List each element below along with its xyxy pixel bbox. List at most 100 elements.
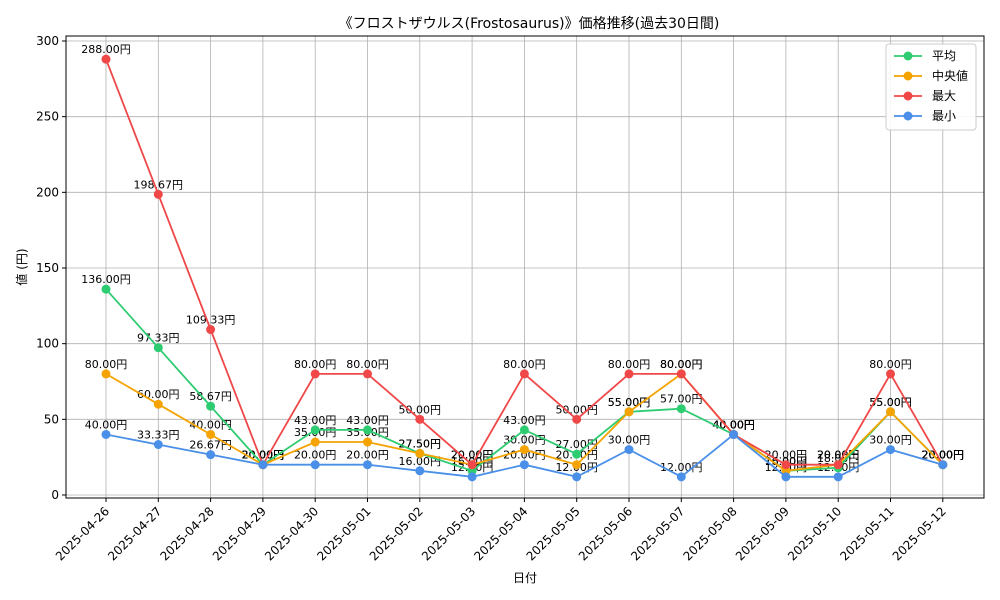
data-point (676, 404, 686, 414)
data-label: 80.00円 (608, 358, 651, 371)
data-label: 20.00円 (817, 449, 860, 462)
data-point (415, 466, 425, 476)
data-point (415, 448, 425, 458)
data-label: 20.00円 (451, 449, 494, 462)
x-tick-label: 2025-05-11 (837, 504, 896, 563)
x-tick-label: 2025-05-03 (419, 504, 478, 563)
data-point (572, 472, 582, 482)
data-point (415, 414, 425, 424)
data-label: 30.00円 (608, 434, 651, 447)
legend-item: 中央値 (894, 68, 968, 83)
data-point (624, 407, 634, 417)
data-point (363, 369, 372, 379)
data-label: 136.00円 (81, 273, 131, 286)
data-label: 50.00円 (399, 403, 442, 416)
data-point (310, 425, 320, 435)
x-tick-label: 2025-05-12 (890, 504, 949, 563)
data-point (206, 325, 216, 335)
data-point (624, 445, 634, 455)
data-point (519, 445, 529, 455)
plot-frame (65, 35, 985, 499)
data-point (572, 414, 582, 424)
data-label: 16.00円 (399, 455, 442, 468)
legend-label: 最大 (932, 89, 956, 103)
data-point (938, 460, 948, 470)
data-label: 43.00円 (503, 414, 546, 427)
data-label: 80.00円 (294, 358, 337, 371)
data-label: 198.67円 (134, 178, 184, 191)
data-point (206, 450, 216, 460)
data-point (519, 425, 529, 435)
data-point (153, 440, 163, 450)
data-point (363, 460, 372, 470)
x-tick-label: 2025-04-29 (210, 504, 269, 563)
x-tick-label: 2025-05-10 (785, 504, 844, 563)
y-tick-label: 200 (36, 185, 59, 199)
data-label: 55.00円 (869, 396, 912, 409)
data-point (572, 449, 582, 459)
legend-swatch-marker (903, 91, 913, 101)
data-label: 43.00円 (294, 414, 337, 427)
data-point (781, 472, 791, 482)
data-label: 20.00円 (922, 449, 965, 462)
data-point (101, 284, 111, 294)
legend-label: 平均 (932, 49, 956, 63)
data-point (519, 460, 529, 470)
legend-swatch-marker (903, 51, 913, 61)
data-point (310, 460, 320, 470)
data-label: 20.00円 (817, 449, 860, 462)
data-label: 55.00円 (608, 396, 651, 409)
data-label: 27.50円 (399, 437, 442, 450)
data-label: 20.00円 (922, 449, 965, 462)
legend-label: 中央値 (932, 68, 968, 83)
data-label: 27.50円 (399, 437, 442, 450)
data-point (153, 399, 163, 409)
data-point (886, 369, 895, 379)
data-label: 20.00円 (922, 449, 965, 462)
data-label: 288.00円 (81, 43, 131, 56)
x-tick-label: 2025-05-07 (628, 504, 687, 563)
data-label: 30.00円 (869, 434, 912, 447)
data-label: 33.33円 (137, 429, 180, 442)
data-label: 80.00円 (503, 358, 546, 371)
series-最小 (101, 429, 948, 482)
x-tick-label: 2025-05-09 (733, 504, 792, 563)
data-point (833, 460, 843, 470)
series-lines (101, 54, 948, 482)
data-label: 80.00円 (660, 358, 703, 371)
legend-swatch-marker (903, 71, 913, 81)
data-point (729, 429, 739, 439)
data-label: 20.00円 (922, 449, 965, 462)
data-label: 12.00円 (660, 461, 703, 474)
data-label: 20.00円 (346, 449, 389, 462)
y-tick-label: 50 (44, 412, 59, 426)
data-point (206, 401, 216, 411)
y-tick-label: 150 (36, 261, 59, 275)
data-point (676, 369, 686, 379)
data-point (310, 369, 320, 379)
data-label: 80.00円 (85, 358, 128, 371)
data-label: 58.67円 (189, 390, 232, 403)
y-tick-label: 100 (36, 337, 59, 351)
data-point (467, 472, 477, 482)
data-label: 50.00円 (555, 403, 598, 416)
data-label: 80.00円 (869, 358, 912, 371)
legend-item: 最小 (894, 109, 956, 123)
data-point (467, 460, 477, 470)
legend-item: 平均 (894, 49, 956, 63)
data-point (781, 460, 791, 470)
x-tick-label: 2025-04-26 (53, 504, 112, 563)
y-tick-label: 0 (51, 488, 59, 502)
x-tick-label: 2025-04-28 (158, 504, 217, 563)
data-point (363, 425, 372, 435)
legend-item: 最大 (894, 89, 956, 103)
data-point (519, 369, 529, 379)
data-label: 55.00円 (869, 396, 912, 409)
data-point (676, 472, 686, 482)
data-point (310, 437, 320, 447)
data-label: 27.00円 (555, 438, 598, 451)
axis-ticks: 0501001502002503002025-04-262025-04-2720… (36, 34, 949, 563)
data-point (833, 472, 843, 482)
